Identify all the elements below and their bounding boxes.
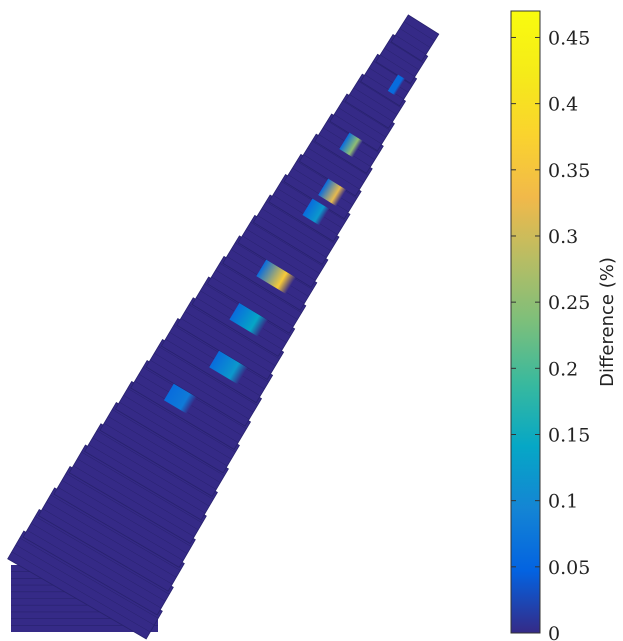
mesh-line (96, 430, 214, 500)
mesh-line (184, 311, 276, 367)
colorbar-tick-label: 0.1 (548, 491, 578, 513)
mesh-line (46, 501, 177, 578)
mesh-line (311, 140, 369, 176)
mesh-line (303, 154, 360, 190)
hotspot-patch (339, 132, 363, 158)
hotspot-patch (302, 198, 330, 226)
mesh-line (119, 401, 228, 467)
mesh-line (154, 352, 254, 413)
colorbar: 0 0.05 0.1 0.15 0.2 0.25 0.3 0.35 0.4 0.45 Differ… (510, 10, 618, 641)
colorbar-tick-label: 0 (548, 623, 560, 641)
colorbar-tick-label: 0.2 (548, 358, 578, 380)
mesh-line (211, 276, 294, 327)
colorbar-tick-label: 0.25 (548, 292, 590, 314)
colorbar-tick-label: 0.45 (548, 27, 590, 49)
mesh-line (26, 529, 162, 609)
mesh-line (61, 480, 188, 554)
mesh-line (265, 201, 335, 245)
mesh-line (395, 34, 427, 55)
colorbar-ticks: 0 0.05 0.1 0.15 0.2 0.25 0.3 0.35 0.4 0.45 (511, 27, 590, 641)
hotspot-patch (163, 383, 197, 414)
mesh-line (368, 67, 409, 93)
mesh-line (150, 359, 250, 420)
mesh-line (92, 437, 210, 507)
mesh-line (107, 416, 221, 483)
mesh-line (123, 395, 232, 460)
mesh-line (296, 160, 358, 199)
hotspot-patch (229, 303, 268, 337)
mesh-line (88, 444, 206, 514)
colorbar-label: Difference (%) (597, 257, 618, 387)
mesh-line (73, 465, 195, 537)
mesh-line (334, 114, 382, 145)
mesh-line (384, 47, 420, 71)
mesh-line (307, 147, 364, 183)
hotspot-patch (256, 259, 296, 294)
colorbar-tick-label: 0.3 (548, 226, 578, 248)
mesh-line (373, 60, 413, 86)
mesh-line (403, 21, 435, 42)
mesh-line (219, 263, 302, 313)
mesh-line (65, 473, 192, 547)
mesh-line (103, 423, 217, 490)
hotspot-patch (318, 178, 347, 207)
mesh-line (31, 523, 166, 602)
mesh-line (364, 74, 404, 100)
mesh-line (188, 304, 280, 360)
mesh-line (77, 458, 199, 531)
mesh-line (257, 215, 327, 258)
mesh-line (180, 318, 272, 373)
mesh-line (19, 537, 159, 619)
mesh-line (81, 451, 203, 524)
mesh-line (242, 235, 316, 281)
mesh-line (35, 516, 170, 595)
hotspot-patch (209, 350, 248, 385)
mesh-line (158, 346, 258, 406)
mesh-line (42, 508, 173, 585)
mesh-line (11, 551, 151, 633)
mesh-line (357, 80, 402, 109)
hotspot-patch (387, 74, 406, 96)
mesh-line (15, 544, 155, 626)
mesh-line (57, 486, 184, 561)
colorbar-tick-label: 0.35 (548, 160, 590, 182)
mesh-line (380, 54, 416, 77)
mesh-line (127, 388, 236, 453)
mesh-line (261, 208, 331, 251)
mesh-line (342, 100, 391, 131)
mesh-line (50, 494, 181, 571)
mesh-line (246, 228, 320, 274)
colorbar-tick-label: 0.15 (548, 424, 590, 446)
mesh-line (399, 28, 431, 48)
mesh-line (353, 87, 398, 115)
mesh-line (250, 221, 324, 267)
colorbar-gradient (510, 10, 541, 634)
mesh-line (215, 269, 298, 320)
mesh-line (338, 107, 387, 138)
colorbar-tick-label: 0.05 (548, 557, 590, 579)
heatmap-plot-area (7, 14, 440, 640)
mesh-line (288, 174, 349, 213)
mesh-line (292, 167, 353, 206)
mesh-line (349, 94, 393, 122)
mesh-line (388, 41, 424, 64)
mesh-line (112, 409, 225, 476)
colorbar-tick-label: 0.4 (548, 94, 578, 116)
